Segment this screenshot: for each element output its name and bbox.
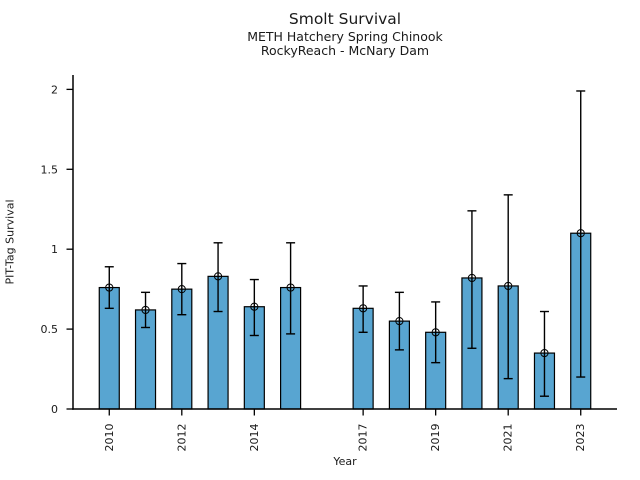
y-tick-label-1.5: 1.5 — [41, 163, 59, 176]
y-tick-label-2: 2 — [51, 83, 58, 96]
x-axis-label: Year — [333, 455, 357, 468]
x-tick-label-2023: 2023 — [574, 424, 587, 452]
chart-subtitle-line2: RockyReach - McNary Dam — [260, 43, 430, 58]
y-tick-label-0.5: 0.5 — [41, 323, 59, 336]
y-tick-label-0: 0 — [51, 403, 58, 416]
x-tick-label-2019: 2019 — [429, 424, 442, 452]
x-tick-label-2012: 2012 — [175, 424, 188, 452]
chart-subtitle-line1: METH Hatchery Spring Chinook — [247, 29, 443, 44]
x-tick-label-2021: 2021 — [502, 424, 515, 452]
x-tick-label-2017: 2017 — [357, 424, 370, 452]
x-tick-label-2014: 2014 — [248, 424, 261, 452]
x-tick-label-2010: 2010 — [103, 424, 116, 452]
chart-title: Smolt Survival — [288, 10, 402, 28]
y-tick-label-1: 1 — [51, 243, 58, 256]
